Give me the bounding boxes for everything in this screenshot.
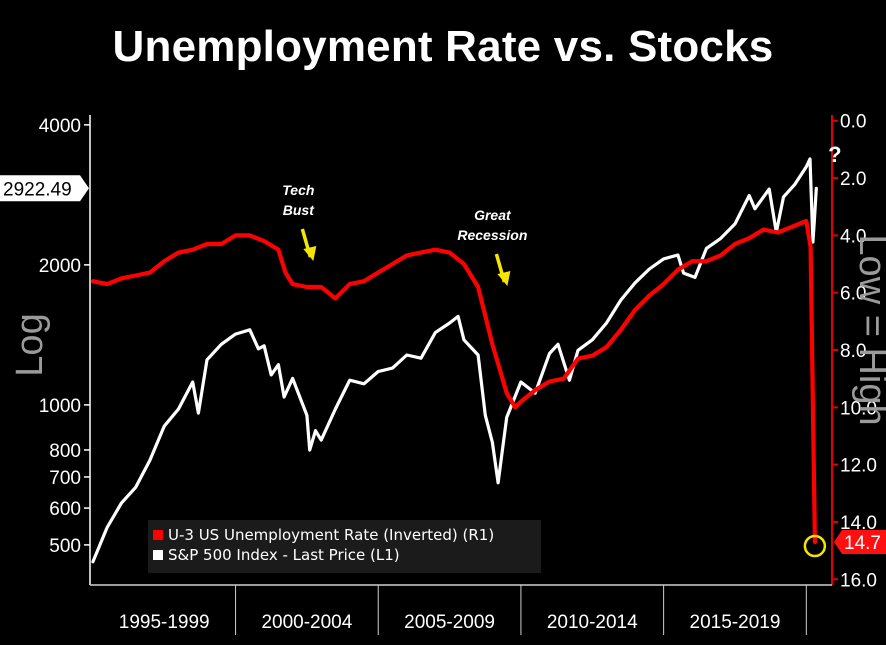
annotation-label: ? bbox=[828, 142, 841, 167]
side-labels: Log Low = High bbox=[9, 234, 886, 425]
left-tick-label: 700 bbox=[49, 468, 81, 489]
legend-label: U-3 US Unemployment Rate (Inverted) (R1) bbox=[168, 526, 494, 544]
right-tick-label: 6.0 bbox=[840, 284, 866, 305]
legend: U-3 US Unemployment Rate (Inverted) (R1)… bbox=[148, 520, 541, 573]
annotation-label: Bust bbox=[283, 202, 315, 218]
unemployment-series-line bbox=[90, 218, 817, 545]
x-axis-periods: 1995-1999 2000-2004 2005-2009 2010-2014 2015… bbox=[119, 585, 807, 635]
right-last-value-badge bbox=[834, 530, 886, 555]
right-axis-title: Low = High bbox=[851, 234, 886, 425]
right-last-value-label: 14.7 bbox=[844, 533, 881, 554]
legend-swatch bbox=[153, 530, 163, 540]
legend-label: S&P 500 Index - Last Price (L1) bbox=[168, 546, 400, 564]
right-tick-label: 2.0 bbox=[840, 169, 866, 190]
left-last-value-badge bbox=[0, 175, 89, 202]
right-tick-label: 16.0 bbox=[840, 570, 877, 591]
left-tick-label: 2000 bbox=[39, 256, 81, 277]
annotation-arrow-head bbox=[497, 271, 511, 286]
x-period-label: 2015-2019 bbox=[690, 612, 781, 633]
right-tick-label: 14.0 bbox=[840, 513, 877, 534]
left-last-value-label: 2922.49 bbox=[3, 179, 72, 200]
right-tick-label: 10.0 bbox=[840, 398, 877, 419]
series-layer bbox=[90, 157, 827, 564]
right-tick-label: 0.0 bbox=[840, 112, 866, 133]
legend-swatch bbox=[153, 550, 163, 560]
x-period-label: 1995-1999 bbox=[119, 612, 210, 633]
right-tick-label: 4.0 bbox=[840, 226, 866, 247]
annotation-layer: Tech Bust Great Recession? bbox=[282, 142, 842, 286]
annotation-label: Recession bbox=[457, 227, 527, 243]
x-period-label: 2010-2014 bbox=[547, 612, 638, 633]
right-tick-label: 8.0 bbox=[840, 341, 866, 362]
annotation-arrow-head bbox=[303, 246, 317, 261]
chart-frame bbox=[89, 115, 833, 586]
left-tick-label: 600 bbox=[49, 499, 81, 520]
annotation-label: Great bbox=[474, 207, 512, 223]
highlight-circle bbox=[803, 534, 827, 558]
x-period-label: 2000-2004 bbox=[261, 612, 352, 633]
left-tick-label: 500 bbox=[49, 536, 81, 557]
left-tick-label: 1000 bbox=[39, 396, 81, 417]
right-tick-label: 12.0 bbox=[840, 456, 877, 477]
chart-title: Unemployment Rate vs. Stocks bbox=[112, 22, 774, 71]
sp500-series-line bbox=[91, 157, 818, 564]
left-axis-title: Log bbox=[9, 313, 51, 376]
left-tick-label: 4000 bbox=[39, 116, 81, 137]
last-value-badges: 2922.49 14.7 bbox=[0, 175, 886, 555]
left-tick-label: 800 bbox=[49, 441, 81, 462]
x-period-label: 2005-2009 bbox=[404, 612, 495, 633]
right-axis: 0.0 2.0 4.0 6.0 8.0 10.0 12.0 14.0 16.0 bbox=[832, 112, 877, 591]
annotation-label: Tech bbox=[282, 182, 314, 198]
legend-box bbox=[148, 520, 541, 573]
left-axis: 4000 2000 1000 800 700 600 500 bbox=[39, 116, 90, 557]
